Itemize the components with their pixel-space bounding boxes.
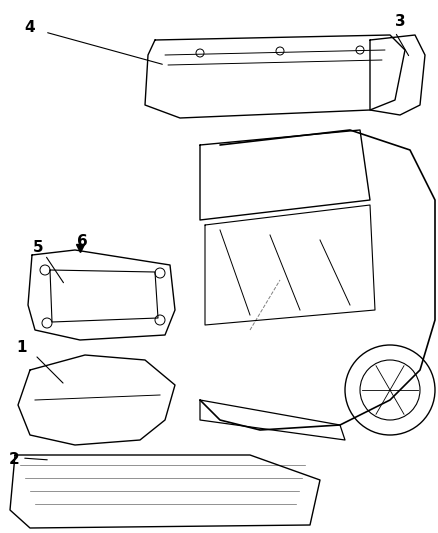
Text: 6: 6: [77, 235, 87, 249]
Text: 5: 5: [33, 240, 43, 255]
Text: 2: 2: [9, 453, 19, 467]
Text: 1: 1: [17, 341, 27, 356]
Text: 3: 3: [395, 14, 405, 29]
Text: 4: 4: [25, 20, 35, 36]
